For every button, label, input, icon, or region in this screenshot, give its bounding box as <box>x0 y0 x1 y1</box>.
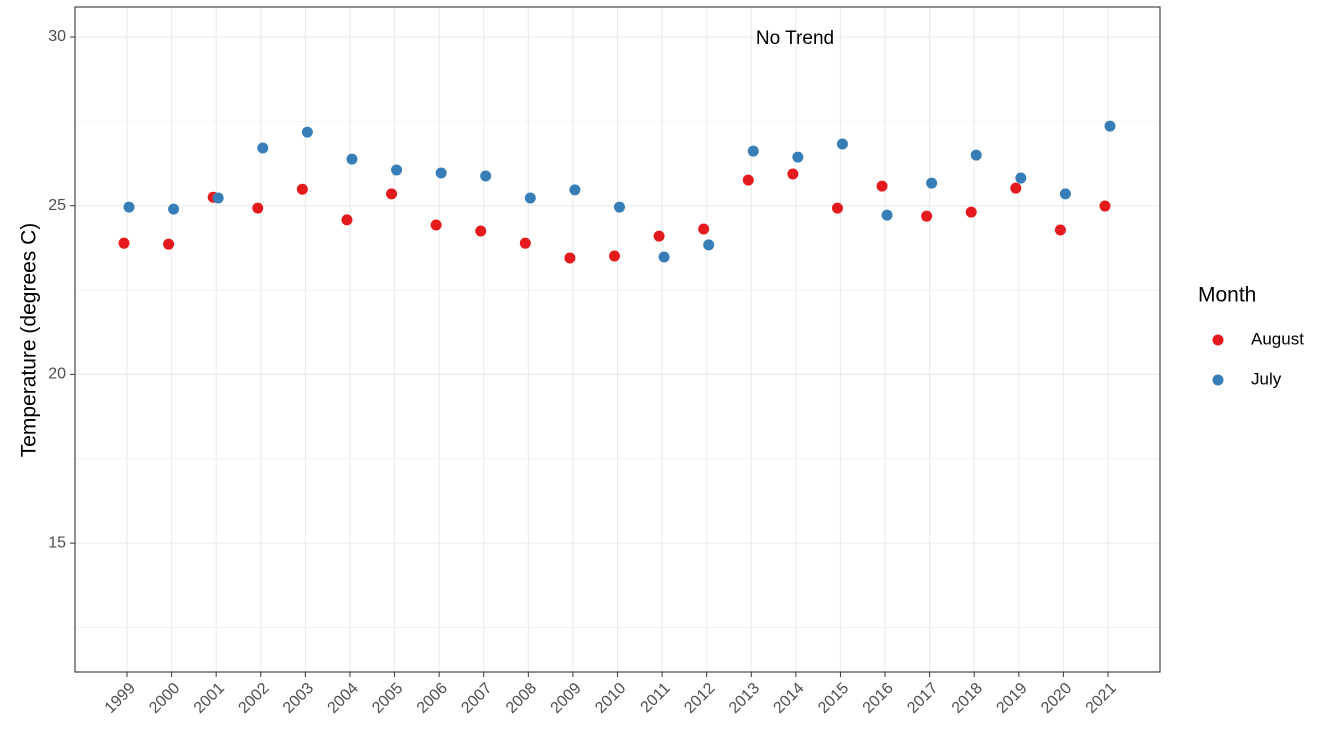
x-tick-label: 2010 <box>592 680 629 717</box>
point <box>301 126 313 138</box>
point <box>836 138 848 150</box>
point <box>614 201 625 213</box>
point <box>881 209 893 221</box>
point <box>831 202 843 214</box>
point <box>212 192 224 204</box>
point <box>346 153 358 165</box>
legend-title: Month <box>1198 284 1256 307</box>
point <box>921 210 933 222</box>
y-tick-label: 25 <box>48 197 66 214</box>
x-tick-label: 2014 <box>770 680 807 717</box>
x-tick-label: 2008 <box>503 680 540 717</box>
point <box>386 188 398 200</box>
x-tick-label: 2012 <box>681 680 718 717</box>
point <box>926 177 938 189</box>
x-tick-label: 2020 <box>1038 680 1075 717</box>
x-tick-label: 2007 <box>458 680 495 717</box>
y-tick-label: 30 <box>48 28 66 45</box>
x-tick-label: 2011 <box>638 680 674 716</box>
point <box>435 167 447 179</box>
point <box>475 225 487 237</box>
point <box>163 238 175 250</box>
point <box>787 168 799 180</box>
x-tick-label: 2001 <box>191 680 228 717</box>
point <box>480 170 492 182</box>
point <box>564 252 576 264</box>
x-tick-label: 2005 <box>369 680 406 717</box>
point <box>970 149 982 161</box>
x-tick-label: 1999 <box>102 680 139 717</box>
point <box>1059 188 1071 200</box>
point <box>965 206 977 218</box>
legend-marker <box>1212 334 1224 346</box>
point <box>569 184 581 196</box>
x-tick-label: 2009 <box>548 680 585 717</box>
x-tick-label: 2017 <box>904 680 941 717</box>
legend-label: July <box>1251 369 1282 388</box>
point <box>703 239 715 251</box>
point <box>519 237 531 249</box>
point <box>742 174 754 186</box>
annotation: No Trend <box>756 28 834 49</box>
x-tick-label: 2002 <box>235 680 272 717</box>
point <box>609 250 620 262</box>
point <box>296 183 308 195</box>
point <box>698 223 710 235</box>
x-tick-label: 2013 <box>726 680 763 717</box>
x-tick-label: 2004 <box>325 680 362 717</box>
y-tick-label: 20 <box>48 366 66 383</box>
point <box>123 201 135 213</box>
x-tick-label: 2021 <box>1083 680 1120 717</box>
point <box>1104 120 1116 132</box>
x-tick-label: 2006 <box>414 680 451 717</box>
point <box>168 203 180 215</box>
point <box>1099 200 1111 212</box>
point <box>257 142 269 154</box>
legend-marker <box>1212 374 1224 386</box>
point <box>1010 182 1022 194</box>
point <box>341 214 353 226</box>
x-tick-label: 2015 <box>815 680 852 717</box>
x-tick-label: 2016 <box>860 680 897 717</box>
point <box>1054 224 1066 236</box>
point <box>430 219 442 231</box>
point <box>252 202 264 214</box>
y-tick-label: 15 <box>48 534 66 551</box>
y-axis-label: Temperature (degrees C) <box>18 223 41 458</box>
point <box>876 180 888 192</box>
point <box>1015 172 1027 184</box>
x-tick-label: 2003 <box>280 680 317 717</box>
legend-label: August <box>1251 329 1304 348</box>
x-tick-label: 2000 <box>146 680 183 717</box>
point <box>118 237 130 249</box>
point <box>658 251 670 263</box>
point <box>391 164 403 176</box>
point <box>653 230 665 242</box>
point <box>792 151 804 163</box>
x-tick-label: 2019 <box>993 680 1030 717</box>
point <box>747 145 759 157</box>
point <box>524 192 536 204</box>
plot-border <box>74 6 1161 673</box>
x-tick-label: 2018 <box>949 680 986 717</box>
